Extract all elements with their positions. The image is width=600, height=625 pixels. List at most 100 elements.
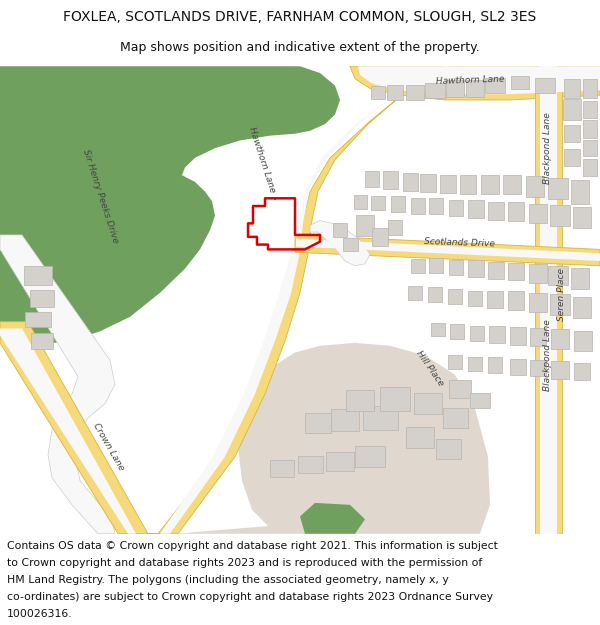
Bar [583, 141, 597, 156]
Bar [406, 427, 434, 448]
Bar [530, 360, 546, 376]
Bar [551, 329, 569, 349]
Bar [503, 175, 521, 194]
Polygon shape [0, 235, 115, 534]
Text: 100026316.: 100026316. [7, 609, 73, 619]
Bar [333, 223, 347, 237]
Bar [25, 312, 51, 328]
Bar [355, 446, 385, 468]
Bar [583, 120, 597, 138]
Polygon shape [295, 235, 600, 266]
Bar [31, 333, 53, 349]
Text: Map shows position and indicative extent of the property.: Map shows position and indicative extent… [120, 41, 480, 54]
Bar [298, 456, 323, 473]
Bar [468, 260, 484, 278]
Bar [353, 196, 367, 209]
Bar [583, 159, 597, 176]
Bar [443, 409, 467, 428]
Bar [529, 292, 547, 312]
Bar [564, 149, 580, 166]
Bar [449, 260, 463, 276]
Bar [564, 125, 580, 142]
Bar [511, 76, 529, 89]
Text: HM Land Registry. The polygons (including the associated geometry, namely x, y: HM Land Registry. The polygons (includin… [7, 575, 449, 585]
Bar [343, 238, 358, 251]
Bar [470, 393, 490, 409]
Polygon shape [0, 322, 148, 534]
Bar [529, 264, 547, 283]
Bar [466, 80, 484, 97]
Bar [411, 198, 425, 214]
Bar [564, 79, 580, 98]
Polygon shape [358, 66, 600, 94]
Bar [573, 207, 591, 228]
Bar [372, 228, 388, 246]
Polygon shape [535, 66, 562, 534]
Bar [411, 259, 425, 272]
Polygon shape [175, 343, 490, 534]
Bar [460, 175, 476, 194]
Text: Hill Place: Hill Place [415, 349, 445, 388]
Bar [362, 406, 398, 430]
Bar [449, 381, 471, 398]
Bar [24, 266, 52, 285]
Bar [440, 175, 456, 192]
Bar [429, 258, 443, 274]
Text: Crown Lane: Crown Lane [91, 422, 125, 472]
Bar [383, 171, 398, 189]
Polygon shape [0, 66, 340, 346]
Bar [305, 413, 331, 432]
Bar [346, 390, 374, 411]
Bar [489, 326, 505, 343]
Bar [530, 328, 546, 346]
Bar [583, 79, 597, 98]
Text: Seren Place: Seren Place [557, 268, 566, 321]
Bar [563, 99, 581, 120]
Bar [481, 175, 499, 194]
Bar [391, 196, 405, 212]
Bar [470, 326, 484, 341]
Text: co-ordinates) are subject to Crown copyright and database rights 2023 Ordnance S: co-ordinates) are subject to Crown copyr… [7, 592, 493, 602]
Bar [30, 290, 54, 308]
Bar [508, 291, 524, 310]
Bar [425, 82, 445, 98]
Text: Scotlands Drive: Scotlands Drive [424, 237, 496, 248]
Bar [526, 176, 544, 198]
Bar [571, 268, 589, 289]
Bar [356, 215, 374, 236]
Bar [508, 263, 524, 280]
Bar [403, 173, 418, 191]
Bar [431, 322, 445, 336]
Bar [550, 205, 570, 226]
Text: Sir Henry Peeks Drive: Sir Henry Peeks Drive [80, 148, 119, 244]
Bar [529, 204, 547, 223]
Text: Hawthorn Lane: Hawthorn Lane [436, 75, 505, 86]
Bar [331, 409, 359, 431]
Bar [270, 459, 294, 477]
Bar [510, 359, 526, 375]
Bar [551, 361, 569, 379]
Bar [573, 297, 591, 318]
Polygon shape [350, 66, 600, 100]
Bar [448, 356, 462, 369]
Text: to Crown copyright and database rights 2023 and is reproduced with the permissio: to Crown copyright and database rights 2… [7, 558, 482, 568]
Bar [371, 196, 385, 210]
Bar [510, 328, 526, 345]
Bar [420, 174, 436, 191]
Polygon shape [0, 328, 136, 534]
Polygon shape [540, 66, 557, 534]
Bar [408, 286, 422, 299]
Bar [446, 80, 464, 97]
Bar [429, 198, 443, 214]
Bar [583, 101, 597, 118]
Bar [488, 202, 504, 219]
Bar [468, 291, 482, 306]
Text: Blackpond Lane: Blackpond Lane [544, 112, 553, 184]
Bar [548, 178, 568, 199]
Bar [488, 357, 502, 372]
Bar [508, 202, 524, 221]
Bar [571, 179, 589, 204]
Bar [428, 287, 442, 302]
Bar [380, 387, 410, 411]
Polygon shape [300, 503, 365, 534]
